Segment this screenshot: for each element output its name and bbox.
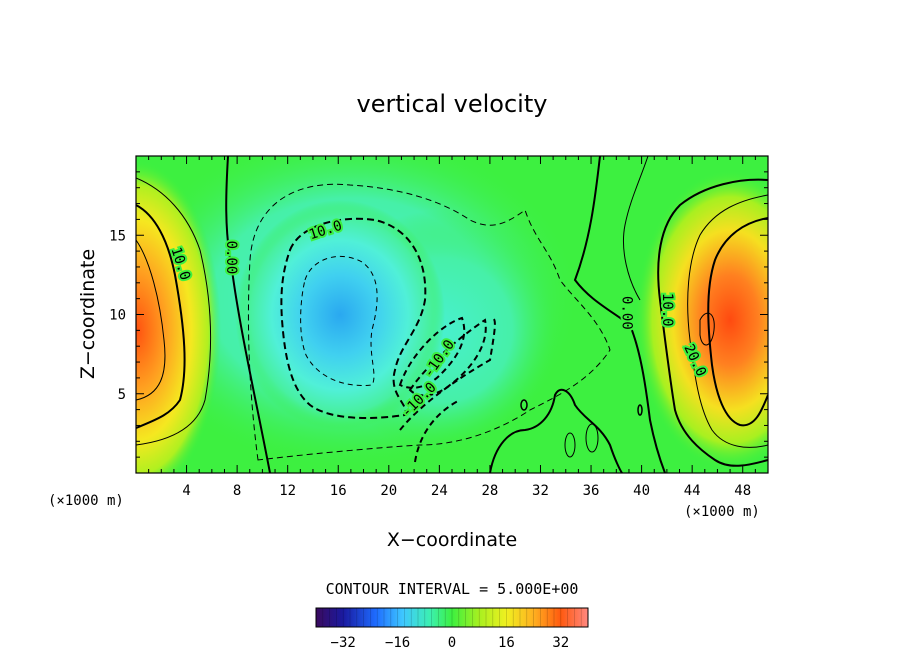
- x-tick-label: 8: [233, 483, 241, 499]
- contour-negative: [300, 255, 378, 387]
- x-tick-label: 32: [532, 483, 549, 499]
- contour-label: 0.00: [223, 241, 239, 275]
- contour-small-loop: [564, 432, 576, 458]
- contour-positive: [136, 177, 212, 446]
- contour-lines: [136, 156, 768, 473]
- field-positive-left: [136, 160, 221, 473]
- contour-positive-10: [657, 178, 768, 467]
- contour-zero: [573, 156, 666, 473]
- contour-positive: [699, 312, 715, 346]
- contour-positive-10: [136, 204, 186, 429]
- x-tick-label: 12: [279, 483, 296, 499]
- x-tick-label: 44: [684, 483, 701, 499]
- chart-title: vertical velocity: [357, 90, 548, 118]
- contour-negative-10: [408, 318, 487, 397]
- contour-positive: [622, 156, 649, 301]
- x-tick-label: 36: [583, 483, 600, 499]
- colorbar-ticks: −32 −16 0 16 32: [331, 635, 570, 651]
- colorbar-tick-label: −32: [331, 635, 356, 651]
- y-axis-unit: (×1000 m): [684, 504, 760, 520]
- x-tick-label: 16: [330, 483, 347, 499]
- x-axis-unit: (×1000 m): [48, 493, 124, 509]
- contour-negative-10: [399, 317, 496, 431]
- colorbar-frame: [315, 607, 589, 628]
- y-tick-label: 5: [118, 387, 126, 403]
- contour-negative-10: [398, 316, 466, 389]
- contour-positive-20: [707, 217, 768, 427]
- contour-small-loop: [637, 404, 643, 416]
- field-positive-right: [635, 170, 768, 470]
- contour-label: 0.00: [618, 296, 634, 330]
- contour-label: 10.0: [659, 293, 675, 327]
- plot-area: [136, 156, 768, 473]
- y-axis: 5 10 15: [109, 171, 768, 458]
- contour-positive: [136, 239, 166, 401]
- contour-zero: [225, 156, 271, 473]
- x-tick-label: 20: [380, 483, 397, 499]
- contour-zero: [489, 388, 623, 473]
- colorbar-tick-label: 32: [552, 635, 569, 651]
- contour-small-loop: [520, 399, 528, 411]
- y-axis-label: Z−coordinate: [77, 249, 99, 379]
- contour-interval-label: CONTOUR INTERVAL = 5.000E+00: [326, 580, 579, 598]
- colorbar-bands: [322, 608, 582, 627]
- x-tick-label: 40: [633, 483, 650, 499]
- colorbar-tick-label: 16: [498, 635, 515, 651]
- x-axis: 4 8 12 16 20 24 28 32 36 40 44 48: [148, 156, 756, 499]
- contour-negative-10: [280, 217, 427, 419]
- colorbar-tick-label: −16: [385, 635, 410, 651]
- y-tick-label: 15: [109, 228, 126, 244]
- x-tick-label: 4: [182, 483, 190, 499]
- x-tick-label: 48: [734, 483, 751, 499]
- contour-negative-10: [414, 399, 461, 463]
- x-axis-label: X−coordinate: [387, 529, 517, 551]
- x-tick-label: 28: [481, 483, 498, 499]
- colorbar-gradient: [316, 608, 588, 627]
- contour-small-loop: [585, 423, 599, 453]
- y-tick-label: 10: [109, 308, 126, 324]
- contour-positive: [687, 194, 768, 448]
- colorbar: −32 −16 0 16 32: [315, 607, 589, 651]
- x-tick-label: 24: [431, 483, 448, 499]
- colorbar-tick-label: 0: [448, 635, 456, 651]
